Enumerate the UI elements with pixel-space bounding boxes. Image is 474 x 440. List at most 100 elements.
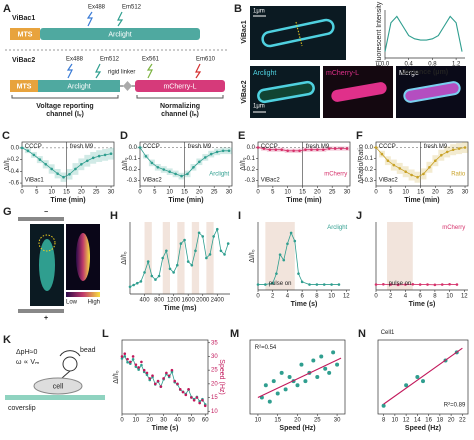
y-axis-label: ΔI/I₀ (121, 251, 128, 265)
data-point (323, 366, 328, 371)
data-point (184, 393, 188, 397)
data-point (221, 149, 225, 153)
data-point (123, 354, 127, 358)
data-line (384, 15, 463, 52)
data-point (268, 148, 272, 151)
y-tick-label: -0.1 (127, 156, 138, 162)
row-label: ViBac2 (241, 80, 248, 103)
data-line (129, 227, 229, 288)
data-point (404, 383, 409, 388)
data-point (179, 242, 183, 245)
data-point (197, 231, 201, 235)
data-point (145, 373, 149, 377)
data-point (178, 388, 182, 391)
scale-label: 1μm (253, 104, 265, 110)
data-point (165, 249, 168, 253)
data-point (203, 156, 207, 159)
data-point (183, 238, 186, 242)
panel-a: A ViBac1 Ex488 Em512 MTS Arclight ViBac2… (3, 3, 228, 118)
x-axis-label: Time (min) (50, 197, 85, 204)
data-point (144, 155, 148, 158)
data-line (257, 147, 348, 152)
chart: 0 5 10 15 20 25 30 0.0 -0.1 -0.2 -0.3 CCCP fresh M9 V… (238, 130, 351, 204)
x-axis-label: Distance (μm) (402, 69, 448, 76)
colorbar (66, 292, 100, 297)
x-tick-label: 18 (437, 418, 444, 424)
data-point (433, 283, 437, 287)
data-point (271, 281, 275, 285)
mts-box (10, 80, 38, 92)
plot-frame (121, 339, 209, 415)
x-tick-label: 15 (417, 190, 424, 196)
data-point (126, 357, 129, 361)
data-point (161, 256, 165, 260)
relation: ω ∝ Vₘ (16, 359, 39, 366)
panel-letter: B (234, 3, 242, 15)
data-point (267, 399, 272, 404)
data-point (174, 172, 177, 176)
y-tick-label: -0.1 (363, 156, 374, 162)
data-point (264, 283, 267, 286)
data-point (44, 162, 48, 166)
data-point (167, 374, 171, 377)
emission: Em610 (196, 57, 216, 63)
plot-frame (377, 339, 469, 415)
data-point (321, 148, 325, 151)
data-point (392, 163, 396, 167)
channel-label: channel (Iᵥ) (46, 111, 84, 118)
x-tick-label: 16 (425, 418, 432, 424)
data-point (282, 258, 286, 262)
data-point (398, 167, 402, 170)
y2-tick-label: 30 (211, 354, 218, 360)
data-point (159, 385, 163, 388)
electrode-sign: − (44, 209, 48, 216)
data-point (120, 357, 124, 360)
data-point (310, 148, 313, 151)
annotation: R²=0.89 (444, 403, 466, 409)
x-tick-label: 12 (343, 294, 350, 300)
data-point (292, 149, 295, 153)
x-tick-label: 1200 (167, 298, 181, 304)
data-point (190, 396, 193, 399)
x-axis-label: Time (s) (291, 301, 318, 308)
x-tick-label: 30 (226, 190, 233, 196)
y2-tick-label: 10 (211, 409, 218, 415)
data-point (145, 371, 149, 375)
mts-box (10, 28, 40, 40)
bracket (136, 95, 224, 99)
x-tick-label: 15 (299, 190, 306, 196)
y2-tick-label: 15 (211, 395, 218, 401)
data-point (157, 274, 161, 278)
emission-arrow (195, 63, 202, 79)
x-tick-label: 0.4 (405, 62, 414, 68)
x-tick-label: 10 (255, 418, 262, 424)
x-tick-label: 2400 (211, 298, 225, 304)
data-point (175, 263, 179, 267)
panel-g: G − Low High + (3, 206, 100, 322)
data-point (140, 360, 143, 364)
shaded-region (387, 222, 413, 290)
data-point (168, 170, 171, 173)
data-point (295, 383, 300, 388)
x-tick-label: 1600 (182, 298, 196, 304)
x-tick-label: 8 (433, 294, 437, 300)
x-tick-label: 6 (300, 294, 304, 300)
x-tick-label: 15 (63, 190, 70, 196)
data-point (299, 362, 304, 367)
emission: Em512 (122, 5, 142, 11)
x-tick-label: 25 (329, 190, 336, 196)
linker-diamond (123, 81, 132, 91)
x-tick-label: 30 (462, 190, 469, 196)
data-point (156, 379, 160, 383)
data-point (153, 382, 157, 386)
y-axis-label: ΔRatio/Ratio (358, 144, 365, 183)
x-tick-label: 8 (382, 418, 386, 424)
data-point (68, 172, 71, 176)
data-point (56, 172, 59, 175)
x-tick-label: 30 (160, 418, 167, 424)
x-tick-label: 0.0 (381, 62, 390, 68)
plot-frame (249, 339, 346, 415)
panel-letter: C (2, 130, 10, 142)
x-tick-label: 20 (196, 190, 203, 196)
y-tick-label: 0.0 (247, 145, 256, 151)
